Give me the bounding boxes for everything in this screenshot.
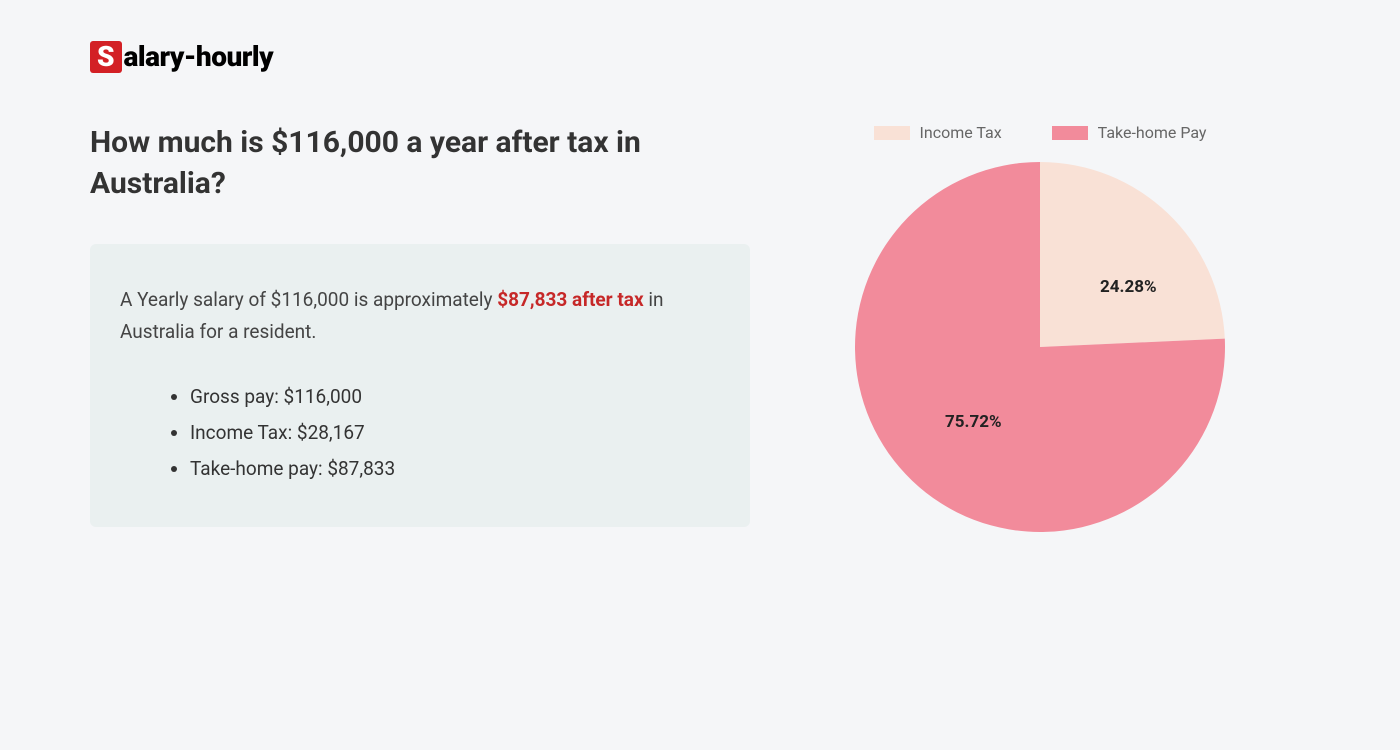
logo-badge: S [90,41,122,73]
list-item: Income Tax: $28,167 [190,415,720,451]
main-content: How much is $116,000 a year after tax in… [90,123,1310,532]
chart-legend: Income Tax Take-home Pay [830,123,1250,142]
pie-slice [1040,162,1225,347]
pie-chart: 24.28% 75.72% [855,162,1225,532]
pie-label-income-tax: 24.28% [1100,277,1157,297]
page-heading: How much is $116,000 a year after tax in… [90,123,750,204]
legend-swatch [874,126,910,140]
summary-highlight: $87,833 after tax [497,288,643,311]
bullet-list: Gross pay: $116,000 Income Tax: $28,167 … [120,379,720,487]
logo: S alary-hourly [90,40,1310,73]
summary-text: A Yearly salary of $116,000 is approxima… [120,284,720,349]
list-item: Gross pay: $116,000 [190,379,720,415]
right-column: Income Tax Take-home Pay 24.28% 75.72% [830,123,1250,532]
pie-svg [855,162,1225,532]
legend-item-income-tax: Income Tax [874,123,1002,142]
legend-label: Income Tax [920,123,1002,142]
legend-item-take-home: Take-home Pay [1052,123,1207,142]
info-box: A Yearly salary of $116,000 is approxima… [90,244,750,527]
logo-text: alary-hourly [124,40,274,73]
left-column: How much is $116,000 a year after tax in… [90,123,750,532]
legend-swatch [1052,126,1088,140]
pie-label-take-home: 75.72% [945,412,1002,432]
list-item: Take-home pay: $87,833 [190,451,720,487]
legend-label: Take-home Pay [1098,123,1207,142]
summary-prefix: A Yearly salary of $116,000 is approxima… [120,288,497,311]
